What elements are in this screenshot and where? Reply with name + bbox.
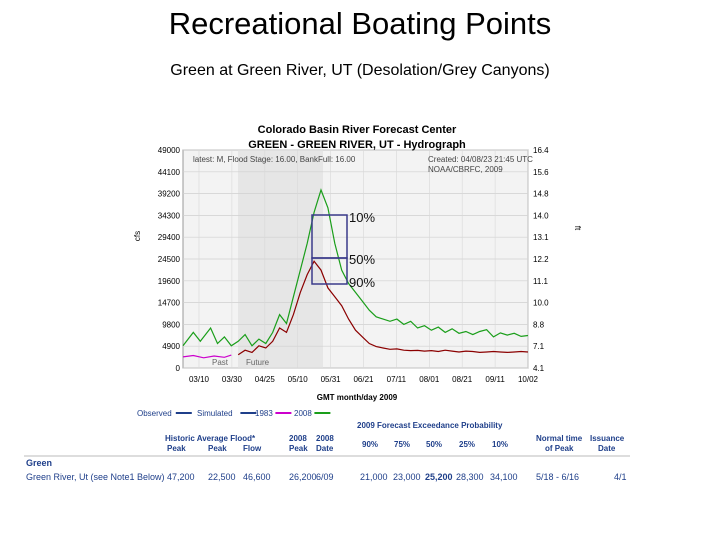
y-tick-left: 24500 [158,255,181,264]
table-cell: 22,500 [208,472,236,482]
x-tick: 04/25 [255,375,276,384]
table-cell: 28,300 [456,472,484,482]
y-tick-right: 11.1 [533,277,549,286]
exceedance-label-50pct: 50% [349,252,375,267]
y-tick-left: 14700 [158,299,181,308]
table-header-peak-2: Peak [208,444,227,453]
x-tick: 05/10 [288,375,309,384]
table-cell: 46,600 [243,472,271,482]
y-tick-right: 14.8 [533,190,549,199]
y-tick-left: 19600 [158,277,181,286]
table-group-forecast: 2009 Forecast Exceedance Probability [357,421,503,430]
y-axis-label-left: cfs [133,231,142,241]
slide-title: Recreational Boating Points [168,6,552,41]
x-tick: 08/01 [419,375,440,384]
x-tick: 07/11 [387,375,407,384]
y-tick-left: 44100 [158,168,181,177]
x-tick: 03/30 [222,375,243,384]
x-ticks: 03/10 03/30 04/25 05/10 05/31 06/21 07/11 08/01… [189,375,539,384]
series-line-2008 [182,188,529,347]
table-cell: 47,200 [167,472,195,482]
exceedance-label-90pct: 90% [349,275,375,290]
y-tick-left: 39200 [158,190,181,199]
grid [183,149,529,369]
table-cell: 5/18 - 6/16 [536,472,579,482]
table-row-values: 47,200 22,500 46,600 26,200 6/09 21,000 23,000… [167,472,627,482]
y-tick-left: 4900 [162,342,180,351]
y-axis-label-right: ft [573,226,582,231]
y-tick-right: 10.0 [533,299,549,308]
y-ticks-left: 4900044100392003430029400245001960014700… [158,146,181,373]
y-tick-left: 0 [176,364,181,373]
y-tick-right: 8.8 [533,320,545,329]
table-header-10: 10% [492,440,508,449]
agency-title: Colorado Basin River Forecast Center [258,124,457,136]
x-tick: 08/21 [452,375,473,384]
exceedance-box-lower [311,257,348,285]
table-header-issuance: Issuance [590,434,625,443]
future-label: Future [246,358,270,367]
table-header-50: 50% [426,440,442,449]
y-tick-right: 12.2 [533,255,549,264]
y-tick-left: 29400 [158,233,181,242]
y-tick-right: 14.0 [533,211,549,220]
table-cell: 25,200 [425,472,453,482]
x-tick: 10/02 [518,375,539,384]
y-tick-left: 34300 [158,211,181,220]
slide-subtitle: Green at Green River, UT (Desolation/Gre… [170,62,550,79]
y-tick-left: 49000 [158,146,181,155]
table-header-2008-date: Date [316,444,334,453]
table-header-of-peak: of Peak [545,444,574,453]
y-tick-right: 16.4 [533,146,549,155]
table-row-label: Green River, Ut (see Note1 Below) [26,472,165,482]
legend-label: Simulated [197,409,233,418]
table-cell: 6/09 [316,472,334,482]
info-left: latest: M, Flood Stage: 16.00, BankFull:… [193,155,356,164]
y-tick-right: 4.1 [533,364,545,373]
table-cell: 34,100 [490,472,518,482]
table-header-date: Date [598,444,616,453]
x-axis-label: GMT month/day 2009 [317,393,398,402]
table-cell: 23,000 [393,472,421,482]
chart-title: GREEN - GREEN RIVER, UT - Hydrograph [248,139,466,151]
table-header-2008-b: 2008 [316,434,334,443]
table-group-historic: Historic Average Flood* [165,434,256,443]
y-tick-right: 7.1 [533,342,545,351]
series-line-observed-forecast [237,260,529,356]
exceedance-annotations: 10% 50% 90% [349,210,375,290]
series-lines [182,188,529,359]
exceedance-label-10pct: 10% [349,210,375,225]
table-header-flow: Flow [243,444,262,453]
table-cell: 21,000 [360,472,388,482]
y-tick-right: 15.6 [533,168,549,177]
table-cell: 4/1 [614,472,627,482]
table-header-75: 75% [394,440,410,449]
legend: Observed Simulated 1983 2008 [137,409,331,418]
y-ticks-right: 16.4 15.6 14.8 14.0 13.1 12.2 11.1 10.0 8.8 7.1 4.… [533,146,549,373]
table-header-90: 90% [362,440,378,449]
table-header-25: 25% [459,440,475,449]
table-cell: 26,200 [289,472,317,482]
x-tick: 09/11 [485,375,505,384]
table-header-peak-1: Peak [167,444,186,453]
series-line-1983 [182,354,232,359]
x-tick: 06/21 [353,375,374,384]
y-tick-right: 13.1 [533,233,549,242]
past-label: Past [212,358,229,367]
info-source: NOAA/CBRFC, 2009 [428,165,503,174]
x-tick: 05/31 [321,375,342,384]
info-created: Created: 04/08/23 21:45 UTC [428,155,533,164]
x-tick: 03/10 [189,375,210,384]
table-header-2008-peak: Peak [289,444,308,453]
legend-label: 2008 [294,409,312,418]
table-station: Green [26,458,52,468]
table-header-2008-a: 2008 [289,434,307,443]
table-group-normal: Normal time [536,434,583,443]
legend-label: 1983 [255,409,273,418]
legend-label: Observed [137,409,172,418]
y-tick-left: 9800 [162,320,180,329]
